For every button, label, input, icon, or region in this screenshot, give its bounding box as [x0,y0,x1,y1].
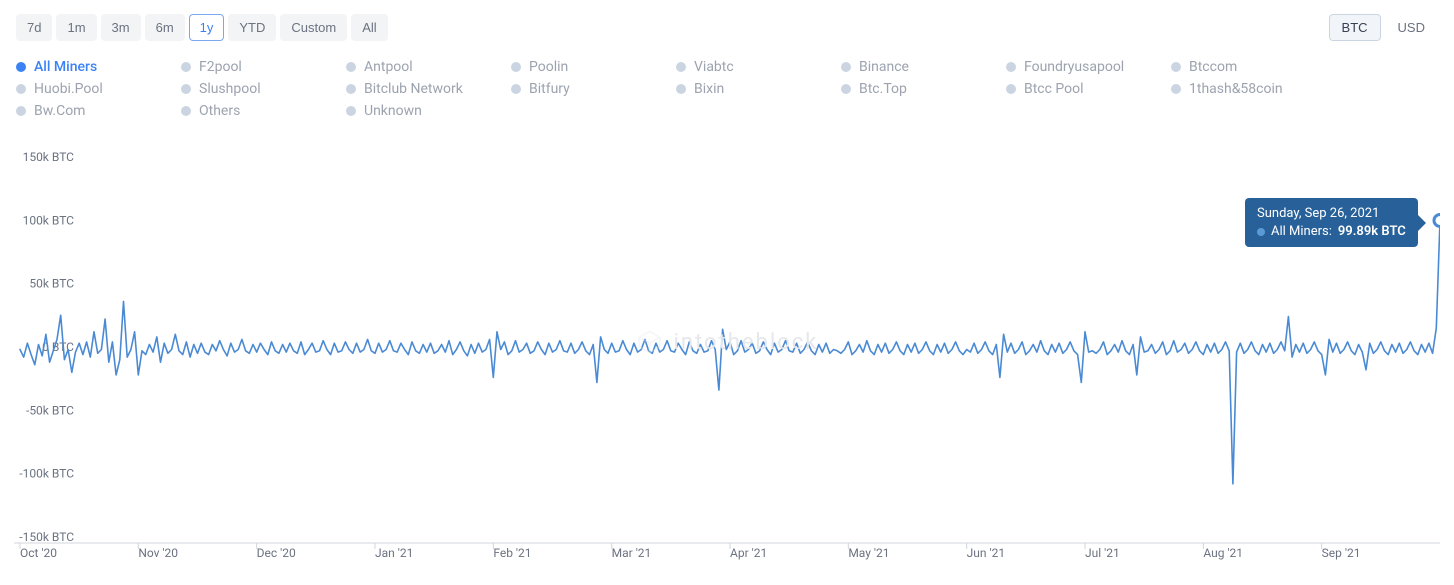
time-range-7d[interactable]: 7d [16,14,52,41]
svg-text:Apr '21: Apr '21 [730,546,767,560]
legend-item-all-miners[interactable]: All Miners [16,59,181,75]
legend-dot-icon [16,84,26,94]
legend-item-unknown[interactable]: Unknown [346,103,511,119]
svg-text:Aug '21: Aug '21 [1203,546,1243,560]
legend-dot-icon [181,106,191,116]
legend-label: Others [199,103,240,119]
svg-text:Jan '21: Jan '21 [375,546,413,560]
tooltip-value: 99.89k BTC [1338,224,1406,239]
tooltip-date: Sunday, Sep 26, 2021 [1257,206,1406,221]
legend-item-btccom[interactable]: Btccom [1171,59,1336,75]
legend: All Miners F2pool Antpool Poolin Viabtc Binan… [0,53,1454,127]
legend-dot-icon [181,84,191,94]
currency-btc[interactable]: BTC [1329,14,1381,41]
legend-item-slushpool[interactable]: Slushpool [181,81,346,97]
legend-item-huobi-pool[interactable]: Huobi.Pool [16,81,181,97]
legend-label: Bw.Com [34,103,85,119]
tooltip-dot-icon [1257,228,1265,236]
legend-item-others[interactable]: Others [181,103,346,119]
legend-dot-icon [1171,84,1181,94]
line-chart[interactable]: 150k BTC100k BTC50k BTC0 BTC-50k BTC-100… [14,147,1440,567]
currency-toggle-group: BTCUSD [1329,14,1438,41]
legend-dot-icon [16,62,26,72]
legend-label: Viabtc [694,59,734,75]
svg-text:-50k BTC: -50k BTC [26,403,74,417]
legend-label: Unknown [364,103,422,119]
legend-label: All Miners [34,59,97,75]
svg-text:50k BTC: 50k BTC [29,277,74,291]
legend-dot-icon [841,62,851,72]
legend-dot-icon [346,62,356,72]
svg-text:Sep '21: Sep '21 [1322,546,1361,560]
legend-item-poolin[interactable]: Poolin [511,59,676,75]
legend-dot-icon [676,62,686,72]
legend-label: Huobi.Pool [34,81,103,97]
legend-item-bw-com[interactable]: Bw.Com [16,103,181,119]
time-range-1m[interactable]: 1m [56,14,96,41]
legend-label: Bitclub Network [364,81,463,97]
svg-text:-100k BTC: -100k BTC [19,467,74,481]
legend-label: F2pool [199,59,242,75]
chart-container: intotheblock 150k BTC100k BTC50k BTC0 BT… [14,147,1440,571]
legend-dot-icon [676,84,686,94]
legend-item-bixin[interactable]: Bixin [676,81,841,97]
legend-label: Bixin [694,81,724,97]
svg-text:Nov '20: Nov '20 [138,546,178,560]
time-range-6m[interactable]: 6m [145,14,185,41]
legend-dot-icon [1006,84,1016,94]
legend-dot-icon [1171,62,1181,72]
legend-label: Slushpool [199,81,261,97]
time-range-group: 7d1m3m6m1yYTDCustomAll [16,14,388,41]
svg-text:Jul '21: Jul '21 [1085,546,1120,560]
legend-item-1thash-58coin[interactable]: 1thash&58coin [1171,81,1336,97]
legend-dot-icon [181,62,191,72]
legend-item-antpool[interactable]: Antpool [346,59,511,75]
time-range-3m[interactable]: 3m [101,14,141,41]
legend-item-binance[interactable]: Binance [841,59,1006,75]
legend-item-foundryusapool[interactable]: Foundryusapool [1006,59,1171,75]
legend-label: Btccom [1189,59,1237,75]
legend-dot-icon [346,106,356,116]
legend-dot-icon [511,84,521,94]
time-range-ytd[interactable]: YTD [228,14,276,41]
legend-item-btcc-pool[interactable]: Btcc Pool [1006,81,1171,97]
time-range-1y[interactable]: 1y [189,14,225,41]
legend-dot-icon [1006,62,1016,72]
svg-text:100k BTC: 100k BTC [23,213,75,227]
legend-item-bitclub-network[interactable]: Bitclub Network [346,81,511,97]
tooltip-series: All Miners: [1271,224,1332,239]
legend-item-f2pool[interactable]: F2pool [181,59,346,75]
svg-text:Dec '20: Dec '20 [257,546,296,560]
svg-text:Feb '21: Feb '21 [493,546,531,560]
legend-item-btc-top[interactable]: Btc.Top [841,81,1006,97]
legend-label: Btc.Top [859,81,907,97]
legend-dot-icon [16,106,26,116]
legend-item-viabtc[interactable]: Viabtc [676,59,841,75]
svg-text:Mar '21: Mar '21 [612,546,652,560]
svg-text:-150k BTC: -150k BTC [19,530,74,544]
currency-usd[interactable]: USD [1385,14,1438,41]
legend-label: Binance [859,59,909,75]
svg-text:Oct '20: Oct '20 [20,546,57,560]
legend-label: Btcc Pool [1024,81,1084,97]
legend-label: Antpool [364,59,413,75]
time-range-all[interactable]: All [351,14,387,41]
svg-text:150k BTC: 150k BTC [23,150,75,164]
chart-tooltip: Sunday, Sep 26, 2021 All Miners: 99.89k … [1245,198,1418,247]
legend-label: Foundryusapool [1024,59,1124,75]
time-range-custom[interactable]: Custom [280,14,347,41]
legend-label: Poolin [529,59,568,75]
svg-text:Jun '21: Jun '21 [967,546,1005,560]
legend-dot-icon [346,84,356,94]
legend-dot-icon [841,84,851,94]
svg-text:May '21: May '21 [848,546,889,560]
legend-label: 1thash&58coin [1189,81,1283,97]
legend-dot-icon [511,62,521,72]
legend-item-bitfury[interactable]: Bitfury [511,81,676,97]
legend-label: Bitfury [529,81,570,97]
